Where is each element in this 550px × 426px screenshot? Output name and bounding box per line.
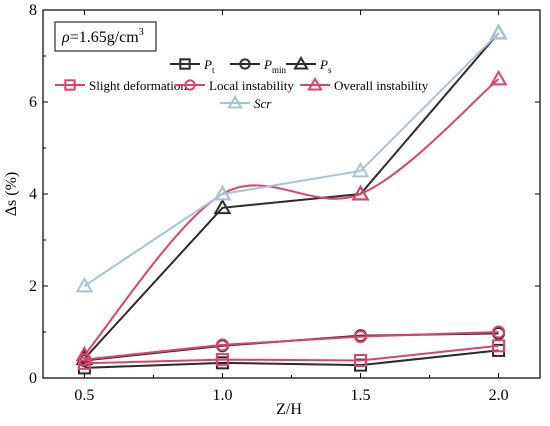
- data-point: [75, 345, 94, 362]
- data-point: [75, 276, 94, 293]
- legend-item-6: Scr: [220, 94, 272, 111]
- y-tick-label: 8: [29, 2, 37, 19]
- legend-label: Pt: [203, 57, 215, 75]
- y-tick-label: 6: [29, 94, 37, 111]
- y-tick-label: 2: [29, 278, 37, 295]
- data-point: [351, 161, 370, 178]
- series-line: [83, 78, 500, 356]
- series-line: [83, 32, 500, 287]
- legend-label: Local instability: [209, 78, 294, 93]
- legend-label-name: Local instability: [209, 78, 294, 93]
- data-point: [489, 23, 508, 40]
- legend-item-2: Ps: [286, 55, 332, 75]
- series-3: [77, 339, 506, 370]
- series-6: [75, 23, 508, 293]
- legend-item-0: Pt: [170, 57, 215, 75]
- density-annotation: ρ=1.65g/cm3: [54, 21, 157, 52]
- legend-swatch-marker: [227, 94, 243, 109]
- legend-label-name: Slight deformation: [89, 78, 187, 93]
- legend-label-name: P: [203, 57, 212, 72]
- legend-label-name: P: [263, 57, 272, 72]
- data-point: [213, 184, 232, 201]
- x-axis-label: Z/H: [276, 401, 302, 418]
- data-point: [215, 353, 229, 367]
- series-line: [84, 344, 499, 365]
- data-point: [354, 330, 368, 344]
- legend-label: Scr: [254, 96, 272, 111]
- data-point: [354, 353, 368, 368]
- legend-label: Overall instability: [334, 78, 429, 93]
- data-point: [213, 198, 232, 215]
- series-line: [84, 349, 499, 369]
- legend-item-4: Local instability: [175, 78, 294, 93]
- series-line: [84, 331, 499, 361]
- legend-swatch-marker: [179, 58, 191, 70]
- y-tick-label: 0: [29, 370, 37, 387]
- legend-swatch-marker: [239, 58, 251, 70]
- legend-label: Ps: [319, 57, 332, 75]
- legend-label-sub: min: [272, 65, 287, 75]
- legend-swatch-marker: [184, 79, 196, 91]
- legend-label-sub: t: [212, 65, 215, 75]
- x-tick-label: 1.5: [351, 387, 371, 404]
- density-annotation-box: [54, 21, 157, 52]
- legend-item-1: Pmin: [230, 57, 286, 75]
- density-annotation-text: ρ=1.65g/cm3: [61, 27, 144, 46]
- series-layer: [75, 23, 508, 375]
- legend-label-name: Overall instability: [334, 78, 429, 93]
- series-line: [83, 32, 500, 360]
- data-point: [492, 339, 506, 353]
- rho-symbol: ρ: [61, 29, 70, 46]
- data-point: [492, 325, 506, 339]
- x-tick-label: 0.5: [74, 387, 94, 404]
- data-point: [215, 338, 229, 352]
- rho-exponent: 3: [139, 27, 144, 38]
- legend-label-name: Scr: [254, 96, 272, 111]
- rho-value: =1.65g/cm: [70, 29, 140, 46]
- legend-swatch-marker: [64, 79, 76, 91]
- x-tick-label: 1.0: [212, 387, 232, 404]
- x-tick-label: 2.0: [489, 387, 509, 404]
- y-axis-label: Δs (%): [3, 172, 20, 217]
- data-point: [351, 184, 370, 201]
- x-axis: 0.5 1.0 1.5 2.0: [74, 10, 509, 404]
- y-axis: 0 2 4 6 8: [29, 2, 540, 387]
- data-point: [77, 356, 91, 370]
- legend-item-3: Slight deformation: [55, 78, 187, 93]
- legend-swatch-marker: [307, 76, 323, 91]
- legend-item-5: Overall instability: [300, 76, 429, 93]
- data-point: [489, 69, 508, 86]
- legend-label: Slight deformation: [89, 78, 187, 93]
- legend-label-name: P: [319, 57, 328, 72]
- legend-label-sub: s: [328, 65, 332, 75]
- y-tick-label: 4: [29, 186, 37, 203]
- legend-label: Pmin: [263, 57, 286, 75]
- legend-swatch-marker: [293, 55, 309, 70]
